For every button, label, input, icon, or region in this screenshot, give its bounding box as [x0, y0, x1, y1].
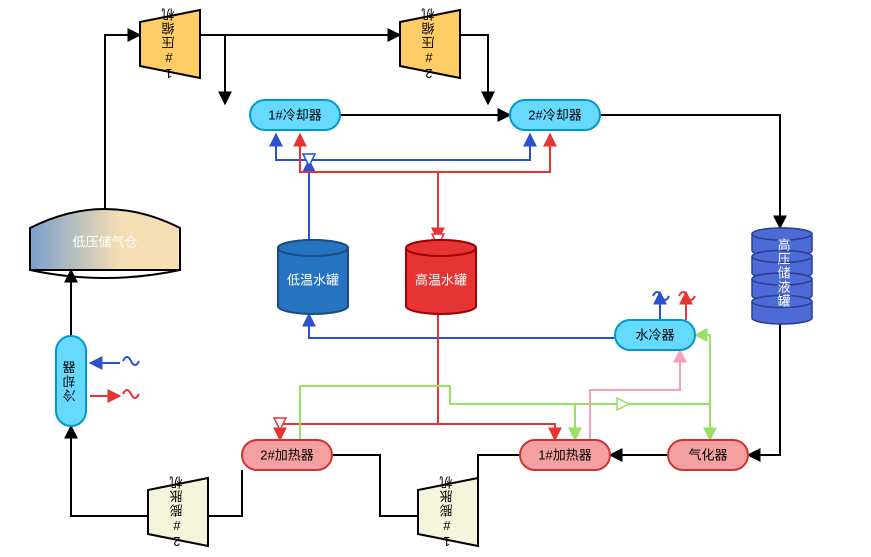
node-comp1: 1#压缩机 [140, 7, 200, 81]
svg-text:高温水罐: 高温水罐 [415, 272, 467, 287]
svg-text:水冷器: 水冷器 [635, 327, 674, 342]
edge-b5 [309, 314, 615, 338]
node-lptank: 低压储气仓 [30, 209, 180, 278]
node-coldtank: 低温水罐 [278, 240, 348, 314]
edge-r1 [300, 134, 550, 172]
nodes-layer: 1#压缩机 2#压缩机 1#冷却器 2#冷却器低压储气仓低温水罐 高温水罐 高压储液罐水冷… [30, 7, 812, 549]
svg-text:气化器: 气化器 [688, 447, 727, 462]
edge-r3b [438, 424, 555, 440]
node-hpstack: 高压储液罐 [752, 228, 812, 324]
edge-e9 [332, 455, 418, 516]
svg-text:1#膨胀机: 1#膨胀机 [439, 475, 454, 549]
edge-p1 [590, 350, 680, 440]
svg-text:低压储气仓: 低压储气仓 [72, 234, 137, 249]
node-cool1: 1#冷却器 [250, 100, 340, 130]
svg-text:1#压缩机: 1#压缩机 [161, 7, 176, 81]
svg-text:高压储液罐: 高压储液罐 [776, 237, 791, 308]
edge-e1 [105, 35, 140, 210]
edge-r3 [280, 314, 438, 440]
svg-text:低温水罐: 低温水罐 [287, 272, 339, 287]
svg-text:2#压缩机: 2#压缩机 [421, 7, 436, 81]
node-cooler3: 冷却器 [56, 336, 86, 426]
svg-text:1#加热器: 1#加热器 [538, 447, 591, 462]
node-watercool: 水冷器 [615, 320, 695, 350]
edge-e10 [208, 470, 242, 516]
node-cool2: 2#冷却器 [510, 100, 600, 130]
node-hottank: 高温水罐 [406, 240, 476, 314]
edge-e5 [600, 115, 780, 228]
node-vapor: 气化器 [668, 440, 748, 470]
node-exp2: 2#膨胀机 [148, 475, 208, 549]
svg-text:2#膨胀机: 2#膨胀机 [169, 475, 184, 549]
node-heat2: 2#加热器 [242, 440, 332, 470]
edge-g1b [450, 404, 575, 440]
edge-e6 [748, 318, 780, 455]
node-comp2: 2#压缩机 [400, 7, 460, 81]
svg-text:2#加热器: 2#加热器 [260, 447, 313, 462]
edge-e11 [71, 426, 148, 516]
edge-e3 [460, 35, 488, 104]
node-heat1: 1#加热器 [520, 440, 610, 470]
svg-text:1#冷却器: 1#冷却器 [268, 107, 321, 122]
svg-text:2#冷却器: 2#冷却器 [528, 107, 581, 122]
svg-text:冷却器: 冷却器 [62, 360, 77, 402]
node-exp1: 1#膨胀机 [418, 475, 478, 549]
